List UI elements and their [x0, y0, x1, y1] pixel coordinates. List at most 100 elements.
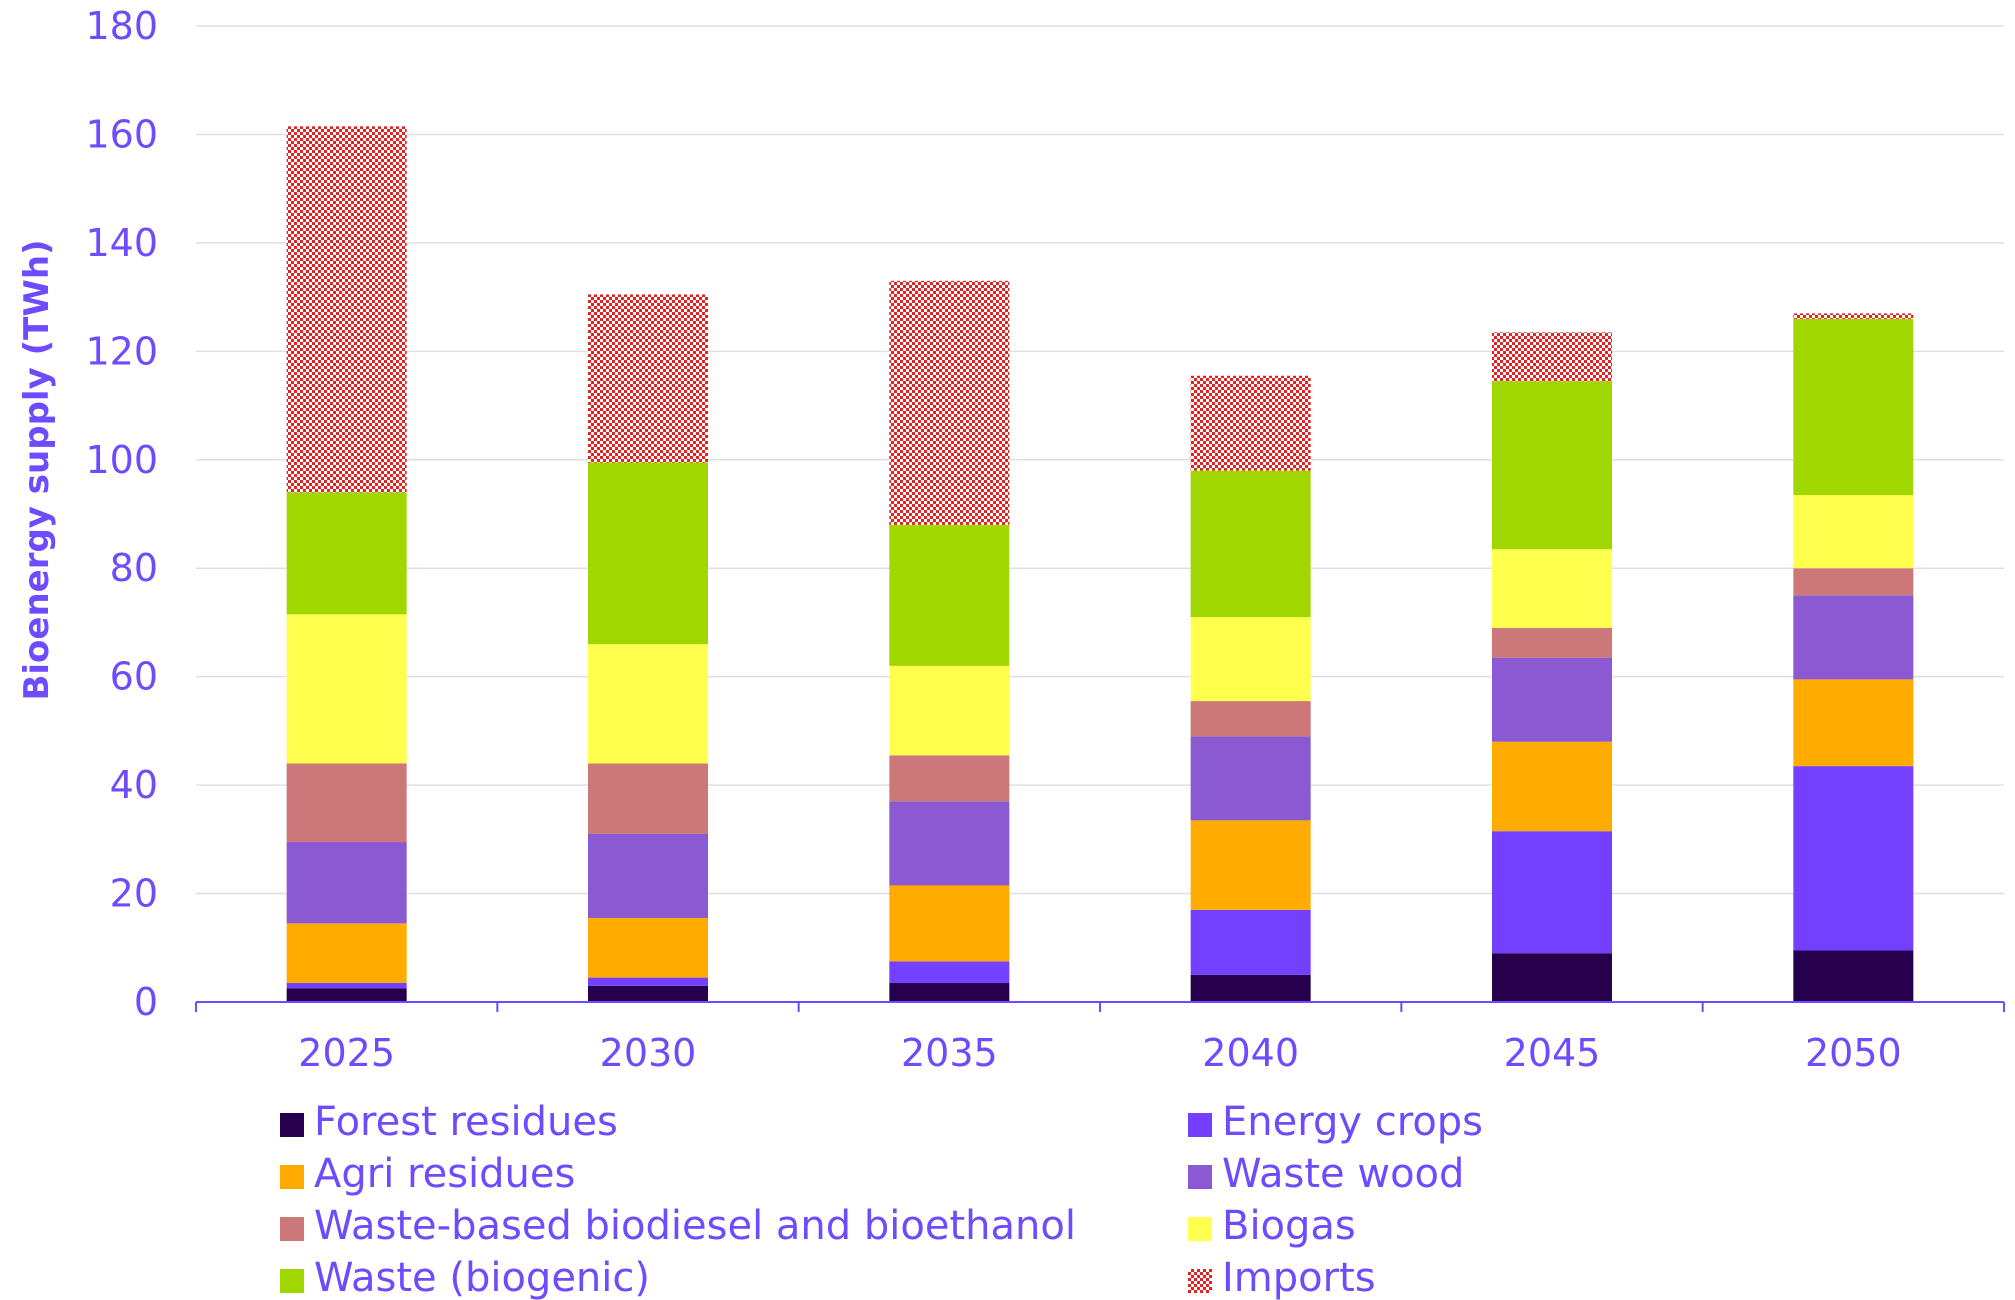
x-tick-label: 2045	[1504, 1031, 1601, 1075]
gridlines	[196, 25, 2004, 895]
bar-segment-forest-residues	[588, 985, 708, 1002]
legend-item-energy-crops: Energy crops	[1188, 1099, 1483, 1145]
bar-segment-waste-wood	[588, 833, 708, 918]
y-tick-label: 80	[110, 546, 158, 590]
y-tick-label: 100	[85, 438, 158, 482]
legend-label: Biogas	[1222, 1203, 1356, 1249]
bar-segment-waste-based-biodiesel-and-bioethanol	[1190, 701, 1311, 737]
legend-label: Agri residues	[314, 1151, 575, 1197]
bar-segment-energy-crops	[889, 961, 1010, 984]
legend-swatch	[280, 1165, 304, 1189]
legend-label: Waste wood	[1222, 1151, 1464, 1197]
y-tick-label: 140	[85, 221, 158, 265]
bar-segment-imports	[1793, 313, 1914, 319]
legend-item-waste-wood: Waste wood	[1188, 1151, 1464, 1197]
x-tick-label: 2035	[901, 1031, 998, 1075]
legend-swatch	[280, 1113, 304, 1137]
legend-swatch	[1188, 1165, 1212, 1189]
y-axis-title: Bioenergy supply (TWh)	[17, 239, 57, 700]
bar-segment-agri-residues	[1492, 741, 1612, 832]
bar-stack-2025	[286, 126, 407, 1002]
bar-segment-energy-crops	[286, 983, 407, 989]
legend-swatch	[1188, 1217, 1212, 1241]
bar-segment-imports	[286, 126, 407, 493]
bar-segment-energy-crops	[588, 977, 708, 986]
y-tick-label: 180	[85, 4, 158, 48]
bar-segment-waste-biogenic	[1793, 318, 1914, 496]
legend-swatch	[1188, 1269, 1212, 1293]
bar-segment-agri-residues	[1190, 820, 1311, 910]
bar-segment-biogas	[588, 644, 708, 764]
x-tick-label: 2050	[1805, 1031, 1902, 1075]
bar-segment-waste-based-biodiesel-and-bioethanol	[889, 755, 1010, 802]
bar-segment-energy-crops	[1190, 909, 1311, 975]
legend-label: Waste (biogenic)	[314, 1255, 650, 1300]
bar-segment-forest-residues	[286, 988, 407, 1002]
bar-segment-imports	[889, 280, 1010, 525]
bar-segment-forest-residues	[1793, 950, 1914, 1002]
bar-segment-waste-based-biodiesel-and-bioethanol	[1492, 627, 1612, 658]
bar-segment-energy-crops	[1492, 831, 1612, 954]
legend-item-agri-residues: Agri residues	[280, 1151, 575, 1197]
bar-stack-2035	[889, 280, 1010, 1002]
bar-segment-waste-biogenic	[889, 524, 1010, 666]
x-tick-label: 2030	[600, 1031, 697, 1075]
legend-label: Imports	[1222, 1255, 1376, 1300]
legend-item-imports: Imports	[1188, 1255, 1376, 1300]
legend-swatch	[1188, 1113, 1212, 1137]
legend-swatch	[280, 1217, 304, 1241]
bar-segment-waste-biogenic	[588, 462, 708, 645]
y-tick-label: 160	[85, 112, 158, 156]
legend-swatch	[280, 1269, 304, 1293]
bar-segment-biogas	[1793, 495, 1914, 569]
bar-segment-waste-wood	[1793, 595, 1914, 680]
bar-segment-forest-residues	[889, 983, 1010, 1002]
y-tick-label: 120	[85, 329, 158, 373]
y-tick-label: 20	[110, 872, 158, 916]
x-tick-label: 2025	[298, 1031, 395, 1075]
bar-segment-forest-residues	[1190, 974, 1311, 1002]
bar-stack-2045	[1492, 332, 1612, 1002]
bar-segment-agri-residues	[588, 917, 708, 978]
bar-segment-energy-crops	[1793, 766, 1914, 951]
bar-segment-biogas	[1190, 617, 1311, 702]
bar-segment-agri-residues	[889, 885, 1010, 962]
bar-segment-imports	[588, 294, 708, 463]
bars	[286, 126, 1914, 1002]
legend-item-forest-residues: Forest residues	[280, 1099, 618, 1145]
bar-segment-waste-based-biodiesel-and-bioethanol	[1793, 568, 1914, 596]
bar-segment-waste-wood	[1190, 736, 1311, 821]
bar-segment-biogas	[1492, 549, 1612, 628]
bar-segment-waste-biogenic	[1492, 381, 1612, 550]
y-tick-label: 0	[134, 980, 158, 1024]
bar-stack-2040	[1190, 375, 1311, 1002]
bar-segment-waste-wood	[286, 842, 407, 924]
bar-segment-biogas	[286, 614, 407, 764]
bar-segment-imports	[1492, 332, 1612, 382]
legend-label: Forest residues	[314, 1099, 618, 1145]
bar-segment-waste-biogenic	[1190, 470, 1311, 618]
bar-segment-waste-based-biodiesel-and-bioethanol	[286, 763, 407, 843]
bar-stack-2030	[588, 294, 708, 1002]
legend-label: Energy crops	[1222, 1099, 1483, 1145]
bar-segment-agri-residues	[1793, 679, 1914, 767]
bar-segment-agri-residues	[286, 923, 407, 984]
legend-item-waste-based-biodiesel-and-bioethanol: Waste-based biodiesel and bioethanol	[280, 1203, 1076, 1249]
bar-segment-waste-based-biodiesel-and-bioethanol	[588, 763, 708, 834]
y-tick-label: 40	[110, 763, 158, 807]
bar-segment-waste-biogenic	[286, 492, 407, 615]
bar-segment-biogas	[889, 665, 1010, 756]
bar-segment-forest-residues	[1492, 953, 1612, 1002]
bar-segment-waste-wood	[1492, 657, 1612, 742]
bar-segment-waste-wood	[889, 801, 1010, 886]
legend: Forest residues Energy crops Agri residues…	[280, 1099, 1483, 1300]
bar-stack-2050	[1793, 313, 1914, 1002]
legend-item-waste-biogenic: Waste (biogenic)	[280, 1255, 650, 1300]
bar-segment-imports	[1190, 375, 1311, 471]
y-tick-label: 60	[110, 655, 158, 699]
legend-item-biogas: Biogas	[1188, 1203, 1356, 1249]
x-tick-label: 2040	[1202, 1031, 1299, 1075]
legend-label: Waste-based biodiesel and bioethanol	[314, 1203, 1076, 1249]
